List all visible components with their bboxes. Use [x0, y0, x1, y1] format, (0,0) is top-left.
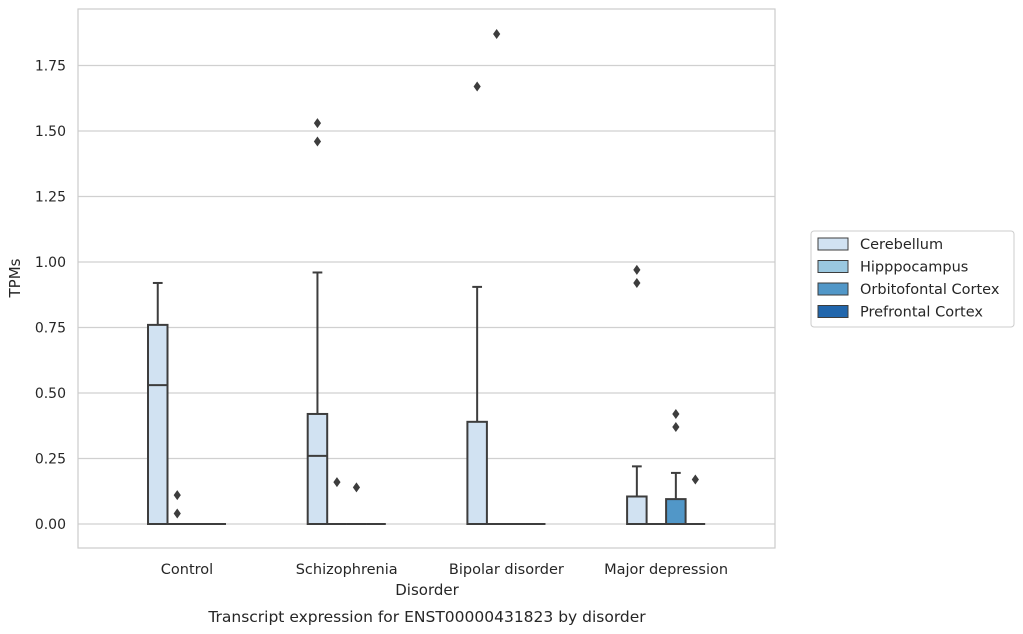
legend-swatch	[817, 282, 849, 296]
y-axis-label: TPMs	[6, 258, 24, 298]
box	[665, 498, 687, 525]
box-group	[466, 81, 488, 526]
box-group	[167, 490, 187, 525]
box-group	[626, 264, 648, 525]
outlier-point	[633, 277, 641, 288]
figure-caption: Transcript expression for ENST0000043182…	[207, 608, 646, 626]
y-tick-label: 1.75	[35, 59, 66, 75]
y-tick-label: 1.00	[35, 255, 66, 271]
outlier-point	[633, 264, 641, 275]
y-tick-label: 0.00	[35, 517, 66, 533]
outlier-point	[333, 477, 341, 488]
outlier-point	[672, 422, 680, 433]
outlier-point	[691, 474, 699, 485]
x-tick-label: Major depression	[604, 562, 728, 578]
legend-swatch	[817, 305, 849, 318]
legend-swatch	[817, 260, 849, 273]
box-group	[147, 281, 169, 525]
box-series	[147, 29, 706, 526]
outlier-point	[313, 136, 322, 147]
x-tick-label: Schizophrenia	[296, 562, 398, 578]
outlier-point	[352, 482, 361, 493]
outlier-point	[313, 118, 322, 129]
outlier-point	[173, 508, 181, 519]
box	[466, 420, 488, 526]
y-tick-label: 0.25	[35, 452, 66, 468]
box-group	[685, 474, 706, 525]
plot-frame	[77, 8, 776, 549]
box-group	[346, 482, 367, 525]
box-group	[306, 118, 329, 525]
y-tick-label: 0.75	[35, 321, 66, 337]
legend-frame	[810, 230, 1015, 328]
y-tick-label: 0.50	[35, 386, 66, 402]
x-tick-label: Control	[161, 562, 213, 578]
outlier-point	[672, 408, 680, 419]
x-tick-labels: Control Schizophrenia Bipolar disorder Majo…	[161, 562, 728, 578]
y-tick-label: 1.25	[35, 190, 66, 206]
box-group	[665, 408, 687, 525]
grid-lines	[78, 64, 775, 525]
outlier-point	[493, 29, 501, 40]
legend-label: Orbitofontal Cortex	[860, 282, 1000, 298]
y-tick-label: 1.50	[35, 124, 66, 140]
legend-label: Prefrontal Cortex	[860, 305, 983, 321]
legend: Cerebellum Hipppocampus Orbitofontal Corte…	[810, 230, 1015, 328]
legend-label: Cerebellum	[860, 237, 943, 253]
x-tick-label: Bipolar disorder	[449, 562, 564, 578]
legend-swatch	[817, 237, 849, 251]
legend-label: Hipppocampus	[860, 260, 968, 276]
box	[306, 412, 329, 525]
box	[626, 495, 648, 525]
box	[147, 323, 169, 525]
plot-background	[78, 9, 775, 548]
outlier-point	[473, 81, 481, 92]
y-tick-labels: 0.00 0.25 0.50 0.75 1.00 1.25 1.50 1.75	[35, 59, 66, 534]
outlier-point	[173, 490, 181, 501]
box-group	[327, 477, 347, 525]
box-group	[486, 29, 507, 525]
x-axis-label: Disorder	[395, 581, 459, 599]
